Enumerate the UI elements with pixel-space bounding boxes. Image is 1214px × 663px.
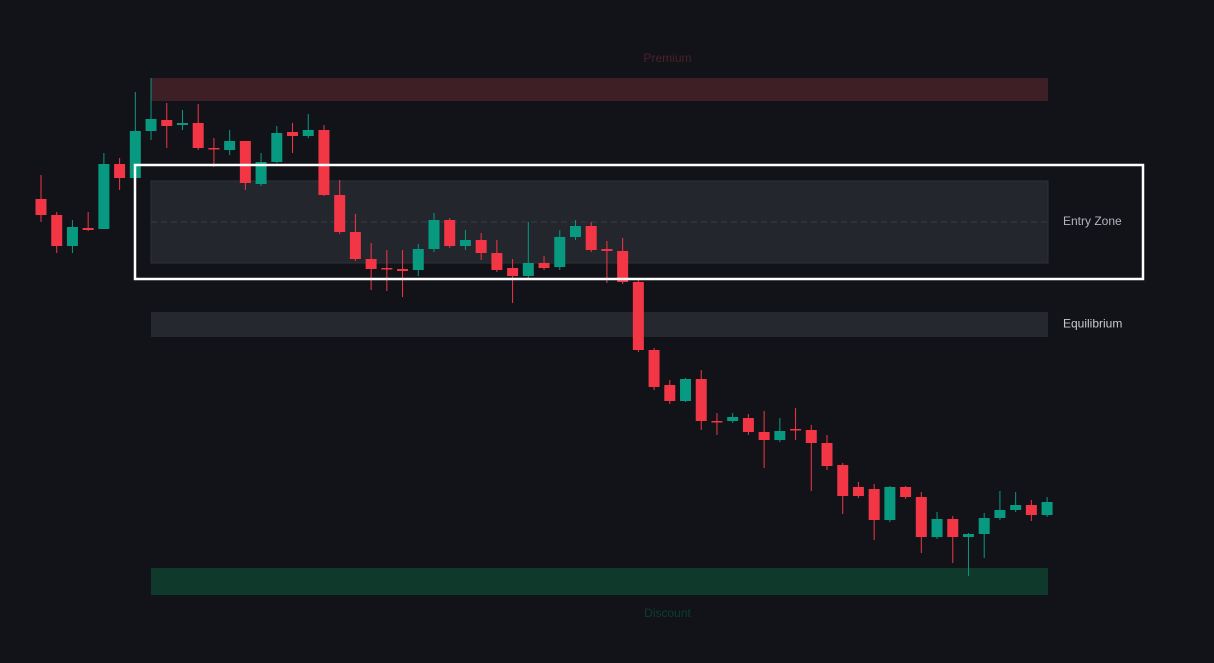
candle-body [664,385,676,401]
candle-body [1010,505,1022,510]
candle-body [98,164,110,229]
candle-body [915,497,927,537]
candle-body [365,259,377,269]
candle-body [239,141,251,183]
candle-body [412,249,424,270]
candle-body [161,120,173,126]
candle-body [208,148,220,150]
zone [151,312,1048,337]
candle-body [852,487,864,496]
candle-body [176,123,188,125]
candle-body [1025,505,1037,515]
candle-body [978,518,990,534]
candle-body [569,226,581,237]
candle-body [617,251,629,282]
candles [35,78,1053,576]
zones: Premium Entry Zone Equilibrium Discount [150,51,1122,620]
candle-body [255,162,267,184]
candle-body [114,164,126,178]
candle-body [931,519,943,537]
zone [151,568,1048,595]
candle-body [302,130,314,136]
candle-body [145,119,157,131]
candle-body [632,282,644,350]
zone [150,180,1049,264]
candle-body [192,123,204,148]
candle-body [538,263,550,268]
candle-body [758,432,770,440]
candle-body [805,430,817,443]
candle-body [334,195,346,232]
candle-body [459,240,471,246]
candle-body [742,418,754,432]
candle-body [381,268,393,270]
candle-body [695,379,707,421]
candle-body [475,240,487,253]
candle-body [727,417,739,421]
zone-label: Discount [644,606,691,620]
candle-body [601,249,613,251]
candle-body [287,132,299,136]
candle-body [349,232,361,259]
candle-body [318,130,330,195]
candle-body [884,487,896,520]
candle-body [900,487,912,497]
candle-body [522,263,534,276]
candle-body [129,131,141,178]
highlight-box [133,163,1145,281]
candle-body [994,510,1006,518]
candle-body [962,534,974,537]
candle-body [947,519,959,537]
candle-body [680,379,692,401]
candle-body [585,226,597,250]
candle-body [428,220,440,249]
candle-body [35,199,47,215]
candle-body [837,465,849,496]
zone-label: Premium [643,51,691,65]
candle-body [711,421,723,423]
candle-body [397,269,409,271]
candle-body [868,489,880,520]
candle-body [790,429,802,431]
candle-body [51,215,63,246]
candle-body [774,431,786,440]
zone [151,78,1048,101]
candle-body [271,133,283,162]
candle-body [66,227,78,246]
candle-body [821,443,833,466]
candle-body [554,237,566,267]
candle-body [444,220,456,246]
candle-body [82,228,94,230]
zone-label: Entry Zone [1063,214,1122,228]
candle-body [648,350,660,387]
candle-body [1041,502,1053,515]
candle-body [224,141,236,150]
zone-label: Equilibrium [1063,317,1122,331]
candle-body [491,253,503,270]
candle-body [507,268,519,276]
